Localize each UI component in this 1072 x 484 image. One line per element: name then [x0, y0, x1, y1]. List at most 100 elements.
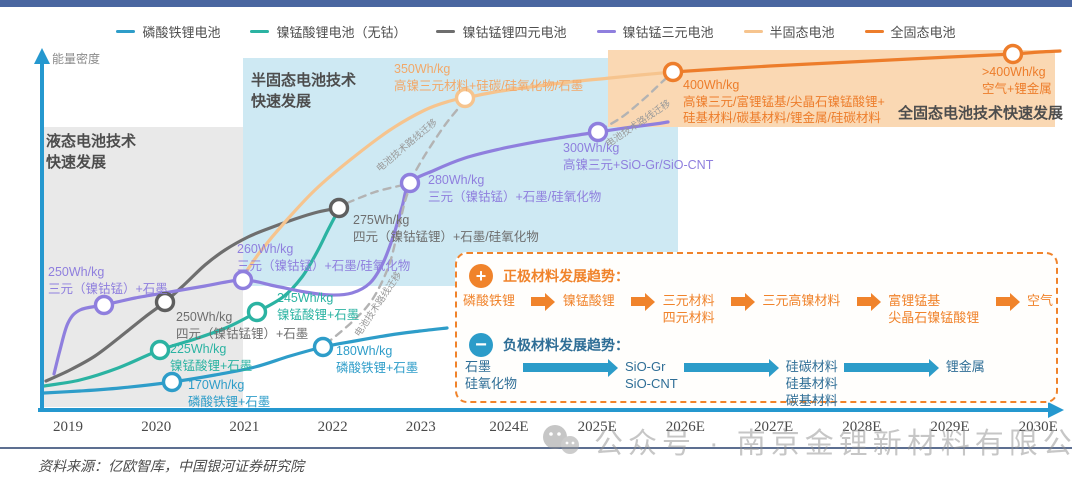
- x-tick-label: 2025E: [577, 419, 617, 435]
- data-point: [161, 371, 183, 393]
- legend-label: 镍钴锰锂四元电池: [462, 25, 567, 40]
- data-point: [93, 294, 115, 316]
- footer-divider: [0, 447, 1072, 449]
- series-curve: [42, 326, 449, 395]
- x-tick-label: 2023: [405, 419, 436, 435]
- trend-step: 空气: [1026, 293, 1053, 308]
- anode-trend-title: 负极材料发展趋势：: [503, 337, 629, 353]
- trend-arrow-icon: [995, 292, 1020, 311]
- cathode-trend-title: 正极材料发展趋势：: [503, 268, 629, 284]
- x-tick-label: 2020: [141, 419, 172, 435]
- legend-swatch: [436, 30, 456, 33]
- legend-label: 镍钴锰三元电池: [622, 25, 714, 40]
- y-axis-label: 能量密度: [52, 52, 101, 66]
- x-tick-label: 2024E: [489, 419, 529, 435]
- legend-label: 磷酸铁锂电池: [142, 25, 221, 40]
- trend-arrow-icon: [631, 292, 656, 311]
- trend-step: 硅碳材料 硅基材料 碳基材料: [785, 359, 838, 408]
- material-trends-panel: + 正极材料发展趋势： 磷酸铁锂 镍锰酸锂 三元材料 四元材料 三元高镍材料 富锂锰基 …: [455, 252, 1058, 408]
- series-curve: [240, 70, 675, 280]
- minus-icon: −: [469, 333, 493, 357]
- data-point-label: 250Wh/kg 三元（镍钴锰）+石墨: [48, 265, 168, 296]
- legend-label: 全固态电池: [890, 25, 956, 40]
- tech-transition-dashed-line: [324, 187, 411, 346]
- data-point: [149, 339, 171, 361]
- cathode-trend-header: + 正极材料发展趋势：: [469, 264, 629, 288]
- legend-label: 半固态电池: [769, 25, 835, 40]
- x-tick-label: 2021: [229, 419, 260, 435]
- data-point-label: 300Wh/kg 高镍三元+SiO-Gr/SiO-CNT: [563, 141, 714, 172]
- legend-swatch: [864, 30, 884, 33]
- legend-item: 全固态电池: [864, 22, 956, 41]
- data-point-label: 170Wh/kg 磷酸铁锂+石墨: [188, 378, 271, 409]
- legend-item: 镍钴锰三元电池: [596, 22, 714, 41]
- x-tick-label: 2022: [317, 419, 348, 435]
- plus-icon: +: [469, 264, 493, 288]
- x-tick-label: 2019: [53, 419, 83, 435]
- top-accent-bar: [0, 0, 1072, 7]
- data-point: [246, 301, 268, 323]
- trend-step: 三元材料 四元材料: [662, 293, 715, 325]
- series-curve: [44, 206, 341, 383]
- anode-trend-header: − 负极材料发展趋势：: [469, 333, 629, 357]
- legend-item: 半固态电池: [743, 22, 835, 41]
- tech-transition-dashed-line: [598, 73, 672, 132]
- trend-step: 石墨 硅氧化物: [465, 359, 518, 391]
- data-point-label: 280Wh/kg 三元（镍钴锰）+石墨/硅氧化物: [428, 173, 602, 204]
- data-point: [312, 336, 334, 358]
- chart-legend: 磷酸铁锂电池 镍锰酸锂电池（无钴） 镍钴锰锂四元电池 镍钴锰三元电池 半固态电池 全固态电…: [0, 22, 1072, 41]
- data-point: [232, 269, 254, 291]
- tech-transition-dashed-line: [345, 183, 405, 205]
- trend-step: 镍锰酸锂: [562, 293, 615, 308]
- chart-canvas: [34, 43, 1064, 418]
- data-point: [1002, 43, 1024, 65]
- legend-swatch: [250, 30, 270, 33]
- region-label-liquid: 液态电池技术 快速发展: [46, 133, 137, 171]
- data-point: [662, 61, 684, 83]
- data-point: [328, 197, 350, 219]
- legend-item: 镍锰酸锂电池（无钴）: [250, 22, 406, 41]
- data-point-label: 225Wh/kg 镍锰酸锂+石墨: [170, 342, 253, 373]
- region-label-all-solid: 全固态电池技术快速发展: [898, 105, 1064, 122]
- region-liquid-battery: [40, 127, 243, 407]
- trend-step: 三元高镍材料: [762, 293, 841, 308]
- data-point-label: 350Wh/kg 高镍三元材料+硅碳/硅氧化物/石墨: [394, 62, 584, 93]
- x-axis-arrow-icon: [1048, 402, 1064, 418]
- data-point-label: 180Wh/kg 磷酸铁锂+石墨: [336, 344, 419, 375]
- region-label-semi-solid: 半固态电池技术 快速发展: [251, 72, 357, 110]
- legend-item: 镍钴锰锂四元电池: [436, 22, 567, 41]
- legend-swatch: [116, 30, 136, 33]
- data-point-label: 275Wh/kg 四元（镍钴锰锂）+石墨/硅氧化物: [353, 213, 539, 244]
- data-point: [399, 172, 421, 194]
- data-point-label: 245Wh/kg 镍锰酸锂+石墨: [277, 291, 360, 322]
- trend-step: 磷酸铁锂: [463, 293, 516, 308]
- data-point-label: >400Wh/kg 空气+锂金属: [982, 65, 1052, 96]
- cathode-trend-row: 磷酸铁锂 镍锰酸锂 三元材料 四元材料 三元高镍材料 富锂锰基 尖晶石镍锰酸锂 空气: [463, 292, 1053, 327]
- x-tick-label: 2029E: [930, 419, 970, 435]
- trend-arrow-icon: [856, 292, 881, 311]
- series-curve: [42, 207, 341, 388]
- data-point: [587, 121, 609, 143]
- trend-step: 锂金属: [945, 359, 985, 374]
- trend-arrow-icon: [731, 292, 755, 311]
- trend-step: SiO-Gr SiO-CNT: [625, 359, 678, 391]
- data-point-label: 260Wh/kg 三元（镍钴锰）+石墨/硅氧化物: [237, 242, 411, 273]
- legend-item: 磷酸铁锂电池: [116, 22, 220, 41]
- data-point: [454, 87, 476, 109]
- trend-arrow-icon: [843, 358, 939, 377]
- trend-arrow-icon: [683, 358, 779, 377]
- data-point-label: 250Wh/kg 四元（镍钴锰锂）+石墨: [176, 310, 309, 341]
- x-tick-label: 2027E: [754, 419, 794, 435]
- data-point: [154, 291, 176, 313]
- legend-label: 镍锰酸锂电池（无钴）: [276, 25, 407, 40]
- legend-swatch: [743, 30, 763, 33]
- trend-arrow-icon: [523, 358, 619, 377]
- legend-swatch: [596, 30, 616, 33]
- x-tick-label: 2026E: [665, 419, 705, 435]
- tech-transition-dashed-line: [408, 102, 464, 183]
- x-tick-label: 2030E: [1018, 419, 1058, 435]
- series-curve: [671, 49, 1062, 74]
- y-axis-arrow-icon: [34, 48, 50, 64]
- data-point-label: 400Wh/kg 高镍三元/富锂锰基/尖晶石镍锰酸锂+ 硅基材料/碳基材料/锂金…: [683, 78, 885, 125]
